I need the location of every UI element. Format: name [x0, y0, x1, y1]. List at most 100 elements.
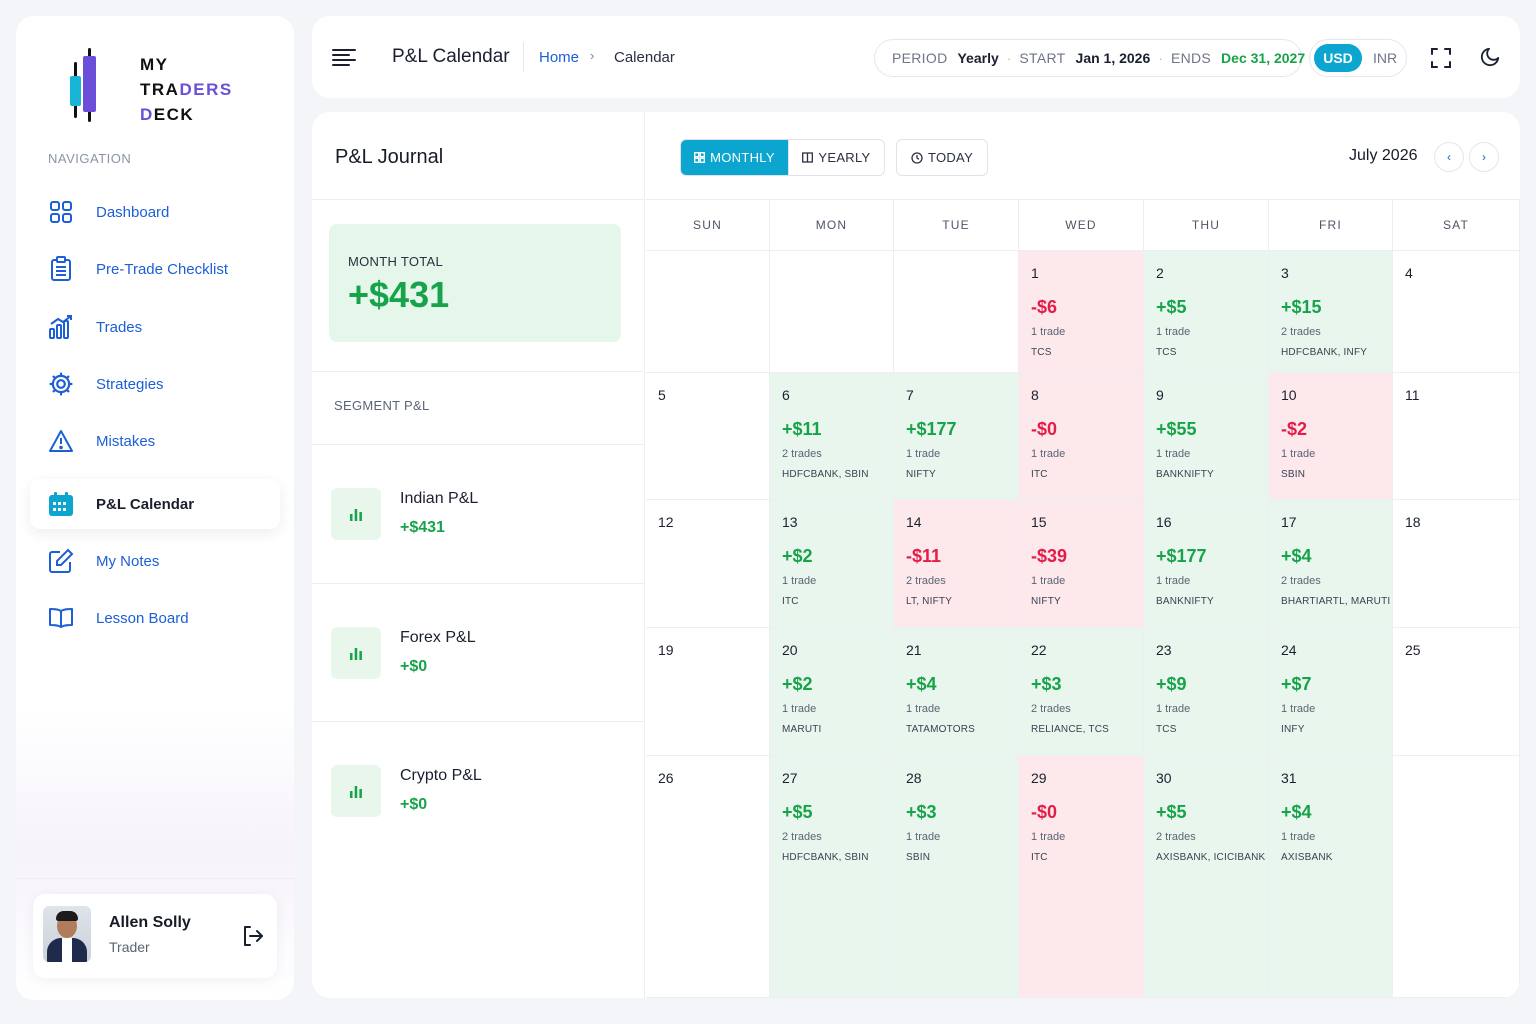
trade-count: 1 trade [1156, 703, 1191, 715]
chart-bars-icon [48, 314, 74, 340]
day-number: 21 [906, 642, 922, 658]
day-number: 19 [658, 642, 674, 658]
sidebar-item-mistakes[interactable]: Mistakes [30, 416, 280, 466]
calendar-day-cell[interactable]: 30 +$5 2 trades AXISBANK, ICICIBANK [1144, 756, 1269, 998]
calendar-day-cell[interactable]: 28 +$3 1 trade SBIN [894, 756, 1019, 998]
calendar-day-cell[interactable]: 26 [646, 756, 770, 998]
calendar-day-cell[interactable]: 27 +$5 2 trades HDFCBANK, SBIN [770, 756, 894, 998]
calendar-day-cell[interactable]: 4 [1393, 251, 1520, 373]
calendar-day-cell[interactable]: 9 +$55 1 trade BANKNIFTY [1144, 373, 1269, 500]
edit-icon [48, 548, 74, 574]
segment-value: +$431 [400, 519, 445, 536]
sidebar-item-pnl-calendar[interactable]: P&L Calendar [30, 479, 280, 529]
calendar-day-cell[interactable]: 29 -$0 1 trade ITC [1019, 756, 1144, 998]
calendar-day-cell[interactable]: 22 +$3 2 trades RELIANCE, TCS [1019, 628, 1144, 756]
day-pnl: -$11 [906, 546, 942, 566]
yearly-view-button[interactable]: YEARLY [787, 140, 884, 175]
calendar-day-cell[interactable]: 12 [646, 500, 770, 628]
trade-count: 1 trade [906, 448, 941, 460]
traded-symbols: NIFTY [1031, 596, 1061, 607]
monthly-view-button[interactable]: MONTHLY [681, 140, 788, 175]
trade-count: 1 trade [906, 831, 941, 843]
calendar-day-cell[interactable]: 17 +$4 2 trades BHARTIARTL, MARUTI [1269, 500, 1393, 628]
calendar-day-cell[interactable]: 21 +$4 1 trade TATAMOTORS [894, 628, 1019, 756]
currency-usd-button[interactable]: USD [1314, 44, 1362, 72]
calendar-day-cell[interactable]: 18 [1393, 500, 1520, 628]
calendar-day-cell[interactable]: 23 +$9 1 trade TCS [1144, 628, 1269, 756]
sidebar-item-trades[interactable]: Trades [30, 302, 280, 352]
calendar-day-cell[interactable]: 13 +$2 1 trade ITC [770, 500, 894, 628]
calendar-day-cell[interactable]: 10 -$2 1 trade SBIN [1269, 373, 1393, 500]
traded-symbols: LT, NIFTY [906, 596, 953, 607]
calendar-day-cell[interactable]: 24 +$7 1 trade INFY [1269, 628, 1393, 756]
prev-month-button[interactable]: ‹ [1434, 142, 1464, 172]
calendar-day-cell[interactable]: 20 +$2 1 trade MARUTI [770, 628, 894, 756]
user-card[interactable]: Allen Solly Trader [33, 894, 277, 978]
sidebar-item-pre-trade-checklist[interactable]: Pre-Trade Checklist [30, 244, 280, 294]
period-selector[interactable]: PERIOD Yearly · START Jan 1, 2026 · ENDS… [874, 39, 1305, 77]
calendar-day-cell[interactable]: 7 +$177 1 trade NIFTY [894, 373, 1019, 500]
day-number: 1 [1031, 265, 1039, 281]
sidebar-item-label: Strategies [96, 375, 164, 393]
day-number: 8 [1031, 387, 1039, 403]
menu-icon[interactable] [332, 47, 356, 67]
traded-symbols: INFY [1281, 724, 1305, 735]
day-number: 15 [1031, 514, 1047, 530]
user-role: Trader [109, 939, 150, 955]
calendar-day-cell[interactable]: 8 -$0 1 trade ITC [1019, 373, 1144, 500]
trade-count: 2 trades [1281, 575, 1321, 587]
day-pnl: +$55 [1156, 419, 1197, 439]
calendar-day-cell[interactable]: 2 +$5 1 trade TCS [1144, 251, 1269, 373]
calendar-day-cell[interactable]: 1 -$6 1 trade TCS [1019, 251, 1144, 373]
calendar-day-cell[interactable]: 14 -$11 2 trades LT, NIFTY [894, 500, 1019, 628]
sidebar-item-my-notes[interactable]: My Notes [30, 536, 280, 586]
trade-count: 1 trade [1281, 703, 1316, 715]
day-pnl: +$5 [782, 802, 813, 822]
sidebar-item-lesson-board[interactable]: Lesson Board [30, 593, 280, 643]
next-month-button[interactable]: › [1469, 142, 1499, 172]
current-month-label: July 2026 [1349, 147, 1418, 164]
calendar-day-cell[interactable]: 25 [1393, 628, 1520, 756]
currency-inr-button[interactable]: INR [1372, 50, 1398, 66]
brand-name: MY TRADERS DECK [140, 55, 233, 124]
trade-count: 1 trade [782, 575, 817, 587]
calendar-day-cell[interactable]: 3 +$15 2 trades HDFCBANK, INFY [1269, 251, 1393, 373]
sidebar-item-label: P&L Calendar [96, 495, 195, 513]
segment-name: Indian P&L [400, 490, 479, 507]
calendar-day-cell[interactable]: 31 +$4 1 trade AXISBANK [1269, 756, 1393, 998]
grid-icon [48, 199, 74, 225]
day-number: 3 [1281, 265, 1289, 281]
journal-panel: P&L Journal MONTH TOTAL +$431 SEGMENT P&… [312, 112, 645, 998]
trade-count: 2 trades [906, 575, 946, 587]
traded-symbols: BANKNIFTY [1156, 469, 1214, 480]
calendar-day-cell[interactable]: 19 [646, 628, 770, 756]
today-button[interactable]: TODAY [896, 139, 988, 176]
sidebar-item-strategies[interactable]: Strategies [30, 359, 280, 409]
sidebar: MY TRADERS DECK NAVIGATION Dashboard Pre… [16, 16, 294, 1000]
calendar-day-cell[interactable]: 15 -$39 1 trade NIFTY [1019, 500, 1144, 628]
sidebar-item-label: Mistakes [96, 432, 156, 450]
sidebar-item-dashboard[interactable]: Dashboard [30, 187, 280, 237]
traded-symbols: HDFCBANK, SBIN [782, 852, 869, 863]
brand-logo[interactable]: MY TRADERS DECK [56, 32, 231, 124]
logout-icon[interactable] [241, 924, 265, 948]
trade-count: 1 trade [1031, 831, 1066, 843]
traded-symbols: TCS [1156, 724, 1177, 735]
bar-chart-icon [331, 488, 381, 540]
day-pnl: +$2 [782, 546, 813, 566]
day-pnl: +$177 [906, 419, 957, 439]
weekday-header: SUN [646, 200, 770, 251]
calendar-day-cell[interactable]: 5 [646, 373, 770, 500]
day-pnl: +$3 [906, 802, 937, 822]
day-number: 12 [658, 514, 674, 530]
warning-icon [48, 428, 74, 454]
moon-icon[interactable] [1479, 46, 1501, 68]
calendar-day-cell[interactable]: 11 [1393, 373, 1520, 500]
fullscreen-icon[interactable] [1430, 47, 1452, 69]
calendar-day-cell[interactable]: 16 +$177 1 trade BANKNIFTY [1144, 500, 1269, 628]
day-number: 14 [906, 514, 922, 530]
day-pnl: +$15 [1281, 297, 1322, 317]
calendar-day-cell[interactable]: 6 +$11 2 trades HDFCBANK, SBIN [770, 373, 894, 500]
breadcrumb-home-link[interactable]: Home [539, 49, 580, 66]
trade-count: 2 trades [1281, 326, 1321, 338]
